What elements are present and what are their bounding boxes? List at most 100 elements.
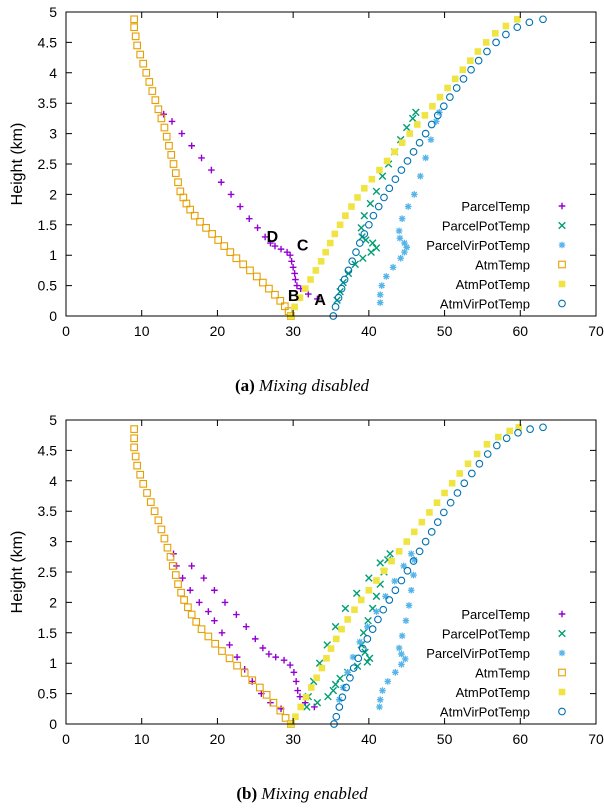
data-point xyxy=(361,648,369,657)
data-point xyxy=(373,577,380,584)
y-tick-label: 2 xyxy=(49,186,57,202)
data-point xyxy=(380,193,388,202)
x-tick-label: 30 xyxy=(285,323,301,339)
data-point xyxy=(407,550,415,558)
data-point xyxy=(513,15,521,23)
data-point xyxy=(395,227,403,235)
data-point xyxy=(240,669,249,677)
data-point xyxy=(188,142,195,150)
data-point xyxy=(331,680,340,689)
data-point xyxy=(492,441,501,450)
data-point xyxy=(254,224,261,232)
data-point xyxy=(318,664,326,672)
data-point xyxy=(211,617,218,624)
data-point xyxy=(150,507,159,516)
data-point xyxy=(163,543,172,552)
data-point xyxy=(136,50,145,59)
data-point xyxy=(386,549,394,558)
y-tick-label: 2.5 xyxy=(38,156,58,172)
data-point xyxy=(297,703,305,711)
data-point xyxy=(311,703,318,711)
data-point xyxy=(221,599,229,606)
data-point xyxy=(483,450,492,458)
data-point xyxy=(313,674,320,682)
data-point xyxy=(365,654,374,663)
data-point xyxy=(226,248,235,257)
data-point xyxy=(178,130,186,137)
data-point xyxy=(336,221,344,229)
data-point xyxy=(220,242,229,250)
data-point xyxy=(515,423,523,431)
chart-panel-b: 01020304050607000.511.522.533.544.55Temp… xyxy=(0,408,604,748)
data-point xyxy=(502,30,510,39)
data-point xyxy=(296,294,304,302)
data-point xyxy=(186,586,194,594)
data-point xyxy=(336,674,344,683)
data-point xyxy=(251,635,259,643)
data-point xyxy=(291,303,298,311)
data-point xyxy=(151,96,160,105)
data-point xyxy=(176,187,185,196)
data-point xyxy=(363,635,372,643)
y-tick-label: 5 xyxy=(49,4,57,20)
data-point xyxy=(233,653,241,661)
data-point xyxy=(448,479,456,487)
data-point xyxy=(280,302,289,311)
y-tick-label: 5 xyxy=(49,412,57,428)
data-point xyxy=(292,713,299,721)
data-point xyxy=(436,93,444,101)
legend-label: AtmTemp xyxy=(475,666,530,681)
legend-marker xyxy=(558,202,566,210)
legend-label: ParcelPotTemp xyxy=(442,627,530,642)
y-tick-label: 1.5 xyxy=(38,625,58,641)
legend-label: AtmPotTemp xyxy=(456,685,530,700)
data-point xyxy=(146,498,155,506)
data-point xyxy=(352,589,361,598)
data-point xyxy=(271,290,279,299)
data-point xyxy=(160,110,167,118)
data-point xyxy=(453,489,462,497)
y-tick-label: 0.5 xyxy=(38,686,58,702)
data-point xyxy=(290,669,298,676)
data-point xyxy=(211,639,220,648)
data-point xyxy=(233,661,241,670)
y-tick-label: 3.5 xyxy=(38,95,58,111)
data-point xyxy=(255,683,264,692)
data-point xyxy=(344,616,351,623)
data-point xyxy=(340,275,349,284)
data-point xyxy=(365,586,373,594)
data-point xyxy=(398,650,405,658)
data-point xyxy=(402,617,410,624)
series-parceltemp xyxy=(170,550,318,713)
data-point xyxy=(180,596,188,604)
data-point xyxy=(348,257,357,266)
x-tick-label: 0 xyxy=(62,323,70,339)
data-point xyxy=(232,254,241,263)
data-point xyxy=(398,661,405,668)
data-point xyxy=(379,687,386,694)
data-point xyxy=(410,191,418,198)
legend-marker xyxy=(558,299,566,308)
caption-a-text: Mixing disabled xyxy=(259,376,370,395)
y-tick-label: 4 xyxy=(49,65,57,81)
data-point xyxy=(248,676,257,685)
data-point xyxy=(342,683,350,692)
data-point xyxy=(368,239,377,247)
data-point xyxy=(200,574,208,582)
data-point xyxy=(446,498,455,507)
data-point xyxy=(376,166,383,174)
data-point xyxy=(252,272,261,281)
data-point xyxy=(364,616,372,625)
data-point xyxy=(364,623,371,631)
data-point xyxy=(410,556,418,564)
data-point xyxy=(361,185,368,192)
data-point xyxy=(376,291,384,299)
data-point xyxy=(401,239,408,247)
y-tick-label: 3 xyxy=(49,534,57,550)
data-point xyxy=(276,706,285,715)
data-point xyxy=(211,586,218,594)
y-tick-label: 3 xyxy=(49,126,57,142)
data-point xyxy=(317,257,325,265)
data-point xyxy=(356,638,364,646)
data-point xyxy=(197,625,206,634)
